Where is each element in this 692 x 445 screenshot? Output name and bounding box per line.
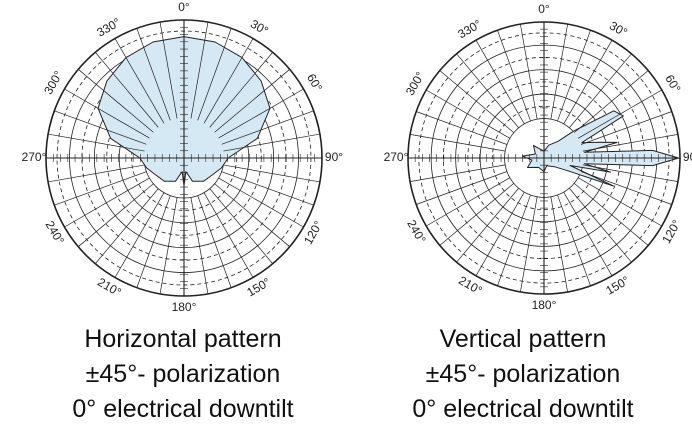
angle-label-240: 240° bbox=[43, 218, 68, 247]
spoke-line bbox=[48, 164, 145, 183]
spoke-line bbox=[214, 183, 290, 247]
spoke-line bbox=[439, 183, 515, 246]
angle-label-30: 30° bbox=[607, 18, 630, 39]
spoke-line bbox=[557, 194, 591, 286]
spoke-line bbox=[159, 197, 178, 294]
spoke-line bbox=[209, 52, 273, 128]
spoke-line bbox=[218, 88, 304, 139]
spoke-line bbox=[497, 194, 531, 286]
spoke-line bbox=[580, 171, 672, 205]
spoke-line bbox=[456, 53, 519, 129]
spoke-line bbox=[416, 111, 508, 145]
angle-label-270: 270° bbox=[22, 150, 47, 164]
angle-label-180: 180° bbox=[172, 300, 197, 314]
spoke-line bbox=[410, 134, 506, 152]
spoke-line bbox=[520, 196, 538, 292]
caption-title: Vertical pattern bbox=[439, 325, 607, 353]
caption-downtilt: 0° electrical downtilt bbox=[412, 395, 634, 423]
spoke-line bbox=[223, 164, 320, 183]
spoke-line bbox=[569, 53, 632, 129]
spoke-line bbox=[475, 40, 525, 125]
vertical-pattern-plot: 0°30°60°90°120°150°180°210°240°270°300°3… bbox=[346, 0, 692, 316]
spoke-line bbox=[78, 69, 154, 133]
spoke-line bbox=[78, 183, 154, 247]
angle-label-60: 60° bbox=[662, 72, 683, 95]
spoke-line bbox=[136, 28, 171, 121]
angle-label-150: 150° bbox=[603, 273, 632, 298]
angle-label-270: 270° bbox=[384, 150, 409, 164]
spoke-line bbox=[475, 191, 525, 276]
caption-polarization: ±45°- polarization bbox=[425, 360, 621, 388]
caption-polarization: ±45°- polarization bbox=[85, 360, 281, 388]
spoke-line bbox=[54, 171, 147, 206]
spoke-line bbox=[557, 30, 591, 122]
spoke-line bbox=[573, 183, 649, 246]
spoke-line bbox=[520, 24, 538, 120]
spoke-line bbox=[221, 171, 314, 206]
spoke-line bbox=[456, 187, 519, 263]
spoke-line bbox=[203, 38, 254, 124]
angle-label-120: 120° bbox=[659, 217, 684, 246]
spoke-line bbox=[410, 164, 506, 182]
spokes-group bbox=[408, 22, 680, 294]
spoke-line bbox=[190, 197, 209, 294]
spoke-line bbox=[114, 192, 165, 278]
angle-label-180: 180° bbox=[532, 298, 557, 312]
spoke-line bbox=[223, 133, 320, 152]
angle-label-210: 210° bbox=[95, 275, 124, 300]
vertical-polar-chart: 0°30°60°90°120°150°180°210°240°270°300°3… bbox=[384, 2, 692, 312]
angle-label-0: 0° bbox=[538, 2, 550, 16]
angle-label-90: 90° bbox=[683, 150, 692, 164]
caption-downtilt: 0° electrical downtilt bbox=[72, 395, 294, 423]
spoke-line bbox=[416, 171, 508, 205]
spoke-line bbox=[190, 22, 209, 119]
spoke-line bbox=[577, 177, 662, 227]
spoke-line bbox=[197, 28, 232, 121]
spoke-line bbox=[550, 24, 568, 120]
spoke-line bbox=[563, 191, 613, 276]
spoke-line bbox=[54, 110, 147, 145]
angle-label-60: 60° bbox=[304, 71, 325, 94]
spoke-line bbox=[577, 89, 662, 139]
spoke-line bbox=[439, 70, 515, 133]
angle-label-120: 120° bbox=[301, 218, 326, 247]
spoke-line bbox=[214, 69, 290, 133]
spoke-line bbox=[221, 110, 314, 145]
spoke-line bbox=[197, 195, 232, 288]
angle-label-90: 90° bbox=[325, 150, 343, 164]
spoke-line bbox=[582, 164, 678, 182]
spoke-line bbox=[159, 22, 178, 119]
spoke-line bbox=[497, 30, 531, 122]
spoke-line bbox=[136, 195, 171, 288]
spoke-line bbox=[426, 89, 511, 139]
angle-label-240: 240° bbox=[404, 217, 429, 246]
horizontal-pattern-caption: Horizontal pattern ±45°- polarization 0°… bbox=[10, 322, 356, 427]
spoke-line bbox=[580, 111, 672, 145]
spoke-line bbox=[48, 133, 145, 152]
angle-label-0: 0° bbox=[178, 0, 190, 14]
spoke-line bbox=[569, 187, 632, 263]
spoke-line bbox=[203, 192, 254, 278]
spoke-line bbox=[573, 70, 649, 133]
spoke-line bbox=[209, 188, 273, 264]
spoke-line bbox=[95, 188, 159, 264]
spoke-line bbox=[64, 177, 150, 228]
spokes-group bbox=[46, 20, 322, 296]
vertical-pattern-caption: Vertical pattern ±45°- polarization 0° e… bbox=[350, 322, 692, 427]
spoke-line bbox=[64, 88, 150, 139]
horizontal-pattern-plot: 0° 30° 60° 90° 120° 150° 180° 210° 240° 270° 300° 3… bbox=[0, 0, 346, 316]
spoke-line bbox=[426, 177, 511, 227]
angle-label-30: 30° bbox=[248, 17, 271, 38]
spoke-line bbox=[582, 134, 678, 152]
spoke-line bbox=[95, 52, 159, 128]
spoke-line bbox=[550, 196, 568, 292]
angle-label-150: 150° bbox=[244, 275, 273, 300]
spoke-line bbox=[114, 38, 165, 124]
caption-title: Horizontal pattern bbox=[84, 325, 282, 353]
spoke-line bbox=[563, 40, 613, 125]
angle-label-210: 210° bbox=[456, 273, 485, 298]
spoke-line bbox=[218, 177, 304, 228]
horizontal-polar-chart: 0°30°60°90°120°150°180°210°240°270°300°3… bbox=[22, 0, 344, 314]
